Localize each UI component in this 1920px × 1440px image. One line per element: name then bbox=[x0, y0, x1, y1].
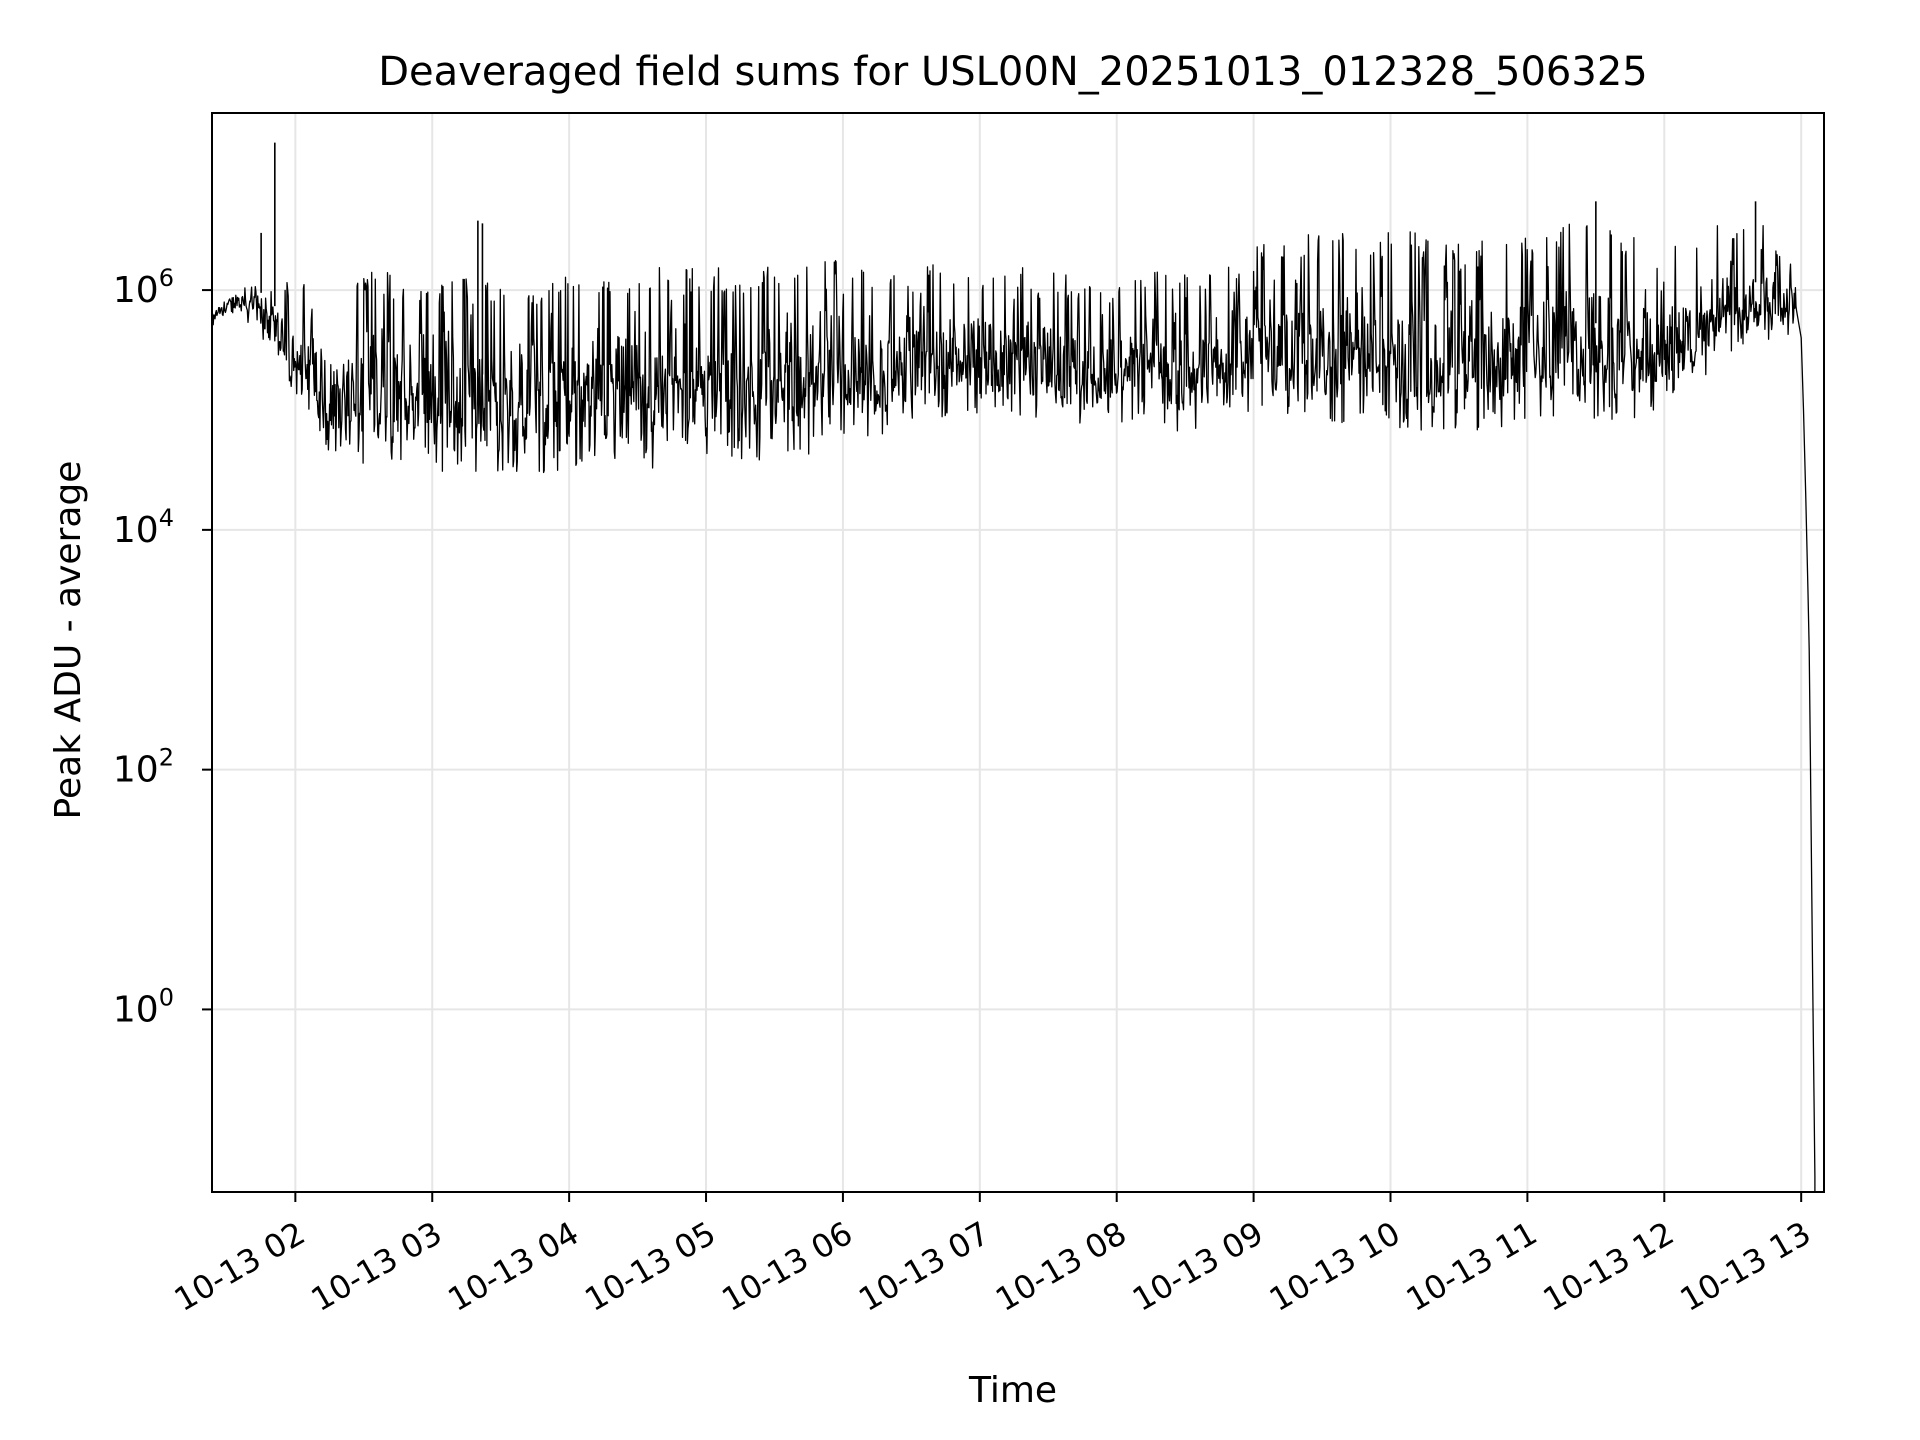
y-axis: 100 102 104 106 bbox=[113, 264, 212, 1030]
y-tick-label: 102 bbox=[113, 744, 174, 791]
series-line bbox=[211, 223, 1816, 1192]
x-axis-label: Time bbox=[968, 1370, 1057, 1411]
plot-frame bbox=[211, 112, 1825, 1193]
plot-data bbox=[211, 142, 1816, 1192]
y-tick-label: 100 bbox=[113, 983, 174, 1030]
y-tick-label: 104 bbox=[113, 504, 174, 551]
y-axis-label: Peak ADU - average bbox=[48, 461, 89, 820]
y-tick-label: 106 bbox=[113, 264, 174, 311]
chart-title: Deaveraged field sums for USL00N_2025101… bbox=[378, 49, 1647, 95]
